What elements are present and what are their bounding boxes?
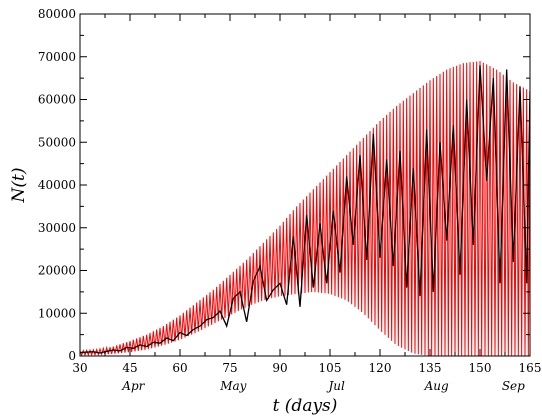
- month-label: Jul: [325, 379, 345, 393]
- x-tick-label: 135: [419, 361, 442, 375]
- y-tick-label: 40000: [38, 178, 76, 192]
- y-tick-label: 0: [68, 349, 76, 363]
- x-tick-label: 30: [72, 361, 87, 375]
- x-tick-label: 105: [319, 361, 342, 375]
- y-tick-label: 20000: [38, 264, 76, 278]
- x-tick-label: 60: [172, 361, 187, 375]
- month-label: May: [219, 379, 246, 393]
- y-tick-label: 60000: [38, 93, 76, 107]
- month-label: Aug: [424, 379, 449, 393]
- month-label: Apr: [121, 379, 145, 393]
- series-layer: [80, 61, 530, 356]
- y-tick-label: 30000: [38, 221, 76, 235]
- x-axis-title: t (days): [273, 396, 338, 416]
- x-tick-label: 150: [469, 361, 492, 375]
- y-tick-label: 50000: [38, 135, 76, 149]
- y-tick-label: 10000: [38, 306, 76, 320]
- y-axis-title: N(t): [9, 168, 29, 204]
- x-tick-label: 165: [519, 361, 542, 375]
- black-series-line: [80, 65, 530, 354]
- axes-layer: [79, 13, 531, 357]
- labels-layer: 30 45 60 75 90 105 120 135 150 165 0 10000 20000 3000…: [38, 7, 542, 393]
- red-series-line: [80, 61, 530, 356]
- x-tick-label: 90: [272, 361, 287, 375]
- month-label: Sep: [502, 379, 525, 393]
- x-tick-label: 120: [369, 361, 392, 375]
- y-tick-label: 80000: [38, 7, 76, 21]
- y-tick-label: 70000: [38, 50, 76, 64]
- x-tick-label: 75: [222, 361, 237, 375]
- x-tick-label: 45: [122, 361, 137, 375]
